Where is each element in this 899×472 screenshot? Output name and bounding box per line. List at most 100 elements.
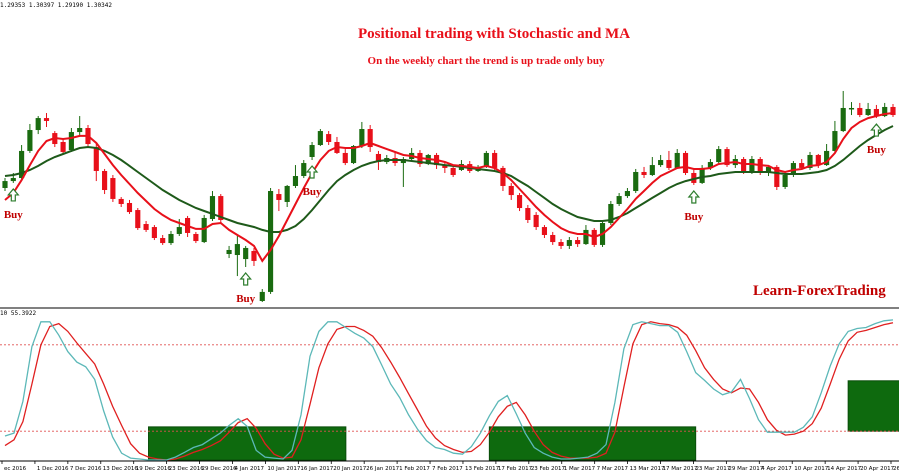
- candle-body: [873, 108, 879, 117]
- time-tick-label: 7 Mar 2017: [597, 466, 629, 472]
- buy-label: Buy: [684, 211, 703, 223]
- candle-body: [890, 106, 896, 116]
- candle: [118, 197, 124, 208]
- stochastic-panel: [0, 319, 899, 461]
- candle-body: [558, 242, 564, 246]
- buy-signals-layer: Buy Buy Buy Buy Buy: [4, 123, 886, 305]
- time-tick-label: 4 Jan 2017: [234, 466, 264, 472]
- time-tick-label: 4 Apr 2017: [761, 466, 792, 472]
- candle: [342, 149, 348, 166]
- time-tick-label: 13 Feb 2017: [465, 466, 500, 472]
- candle-body: [483, 152, 489, 167]
- candle: [575, 237, 581, 247]
- candle: [633, 168, 639, 194]
- time-tick-label: 7 Feb 2017: [432, 466, 463, 472]
- candle: [666, 150, 672, 170]
- time-tick-label: 29 Mar 2017: [728, 466, 763, 472]
- candle: [716, 146, 722, 165]
- candle: [624, 187, 631, 198]
- time-tick-label: 10 Apr 2017: [794, 466, 829, 472]
- candle-body: [724, 149, 730, 166]
- candle: [450, 165, 456, 178]
- candle-body: [143, 224, 149, 230]
- time-tick-label: 7 Dec 2016: [70, 466, 102, 472]
- candle: [276, 188, 282, 212]
- candle: [848, 102, 855, 116]
- candle: [682, 150, 689, 176]
- time-tick-label: 16 Jan 2017: [300, 466, 333, 472]
- candle: [143, 221, 149, 232]
- candle-body: [442, 165, 448, 168]
- time-tick-label: 26 Jan 2017: [366, 466, 399, 472]
- buy-label: Buy: [303, 186, 322, 198]
- candle-body: [326, 134, 332, 142]
- candle-body: [276, 194, 282, 200]
- ma-fast-line: [4, 112, 894, 263]
- candle-body: [35, 118, 41, 131]
- candle-body: [848, 107, 855, 110]
- candle: [218, 194, 224, 225]
- candle: [442, 162, 448, 173]
- candle-body: [840, 107, 846, 132]
- candle: [533, 212, 539, 230]
- candle-body: [741, 159, 747, 172]
- candle-body: [682, 152, 689, 173]
- candle: [840, 90, 846, 133]
- candle: [616, 193, 622, 207]
- price-info-text: 1.29353 1.30397 1.29190 1.30342: [0, 2, 112, 9]
- time-tick-label: 29 Dec 2016: [202, 466, 238, 472]
- candle: [516, 193, 523, 212]
- candle: [193, 231, 199, 244]
- price-panel: Buy Buy Buy Buy Buy: [2, 90, 896, 305]
- candle: [126, 199, 133, 214]
- candle-body: [799, 163, 805, 168]
- candle-body: [160, 238, 166, 244]
- candle-body: [575, 240, 581, 245]
- time-tick-label: 17 Mar 2017: [663, 466, 698, 472]
- candle-body: [566, 240, 572, 246]
- candle: [168, 230, 174, 245]
- up-arrow-icon: [305, 165, 319, 179]
- candle: [243, 245, 249, 267]
- time-tick-label: 20 Jan 2017: [333, 466, 366, 472]
- candle: [226, 245, 232, 259]
- candle: [566, 237, 572, 249]
- candle-body: [259, 291, 265, 302]
- candle: [658, 154, 664, 167]
- candle-body: [533, 214, 539, 228]
- candle-body: [666, 160, 672, 168]
- chart-title: Positional trading with Stochastic and M…: [358, 26, 630, 42]
- candle-body: [284, 185, 290, 202]
- candle: [35, 116, 41, 135]
- candle: [608, 200, 614, 226]
- candle-body: [765, 166, 772, 173]
- time-tick-label: ec 2016: [4, 466, 27, 472]
- candle: [102, 168, 108, 195]
- candle: [267, 187, 274, 294]
- candle-body: [60, 141, 66, 152]
- candle-body: [774, 166, 780, 187]
- candle-body: [749, 159, 755, 172]
- time-tick-label: 17 Feb 2017: [498, 466, 533, 472]
- candle-body: [857, 107, 863, 116]
- stoch-info-text: 10 55.3922: [0, 310, 37, 317]
- candle-body: [226, 249, 232, 255]
- candle: [27, 123, 33, 153]
- candle: [176, 218, 182, 236]
- time-tick-label: 1 Feb 2017: [399, 466, 430, 472]
- watermark-text: Learn-ForexTrading: [753, 283, 886, 299]
- moving-averages-layer: [4, 112, 894, 263]
- candle-body: [19, 150, 25, 179]
- candle: [110, 175, 116, 202]
- candle: [674, 149, 680, 169]
- candle-body: [102, 170, 108, 191]
- candle: [500, 165, 506, 192]
- candle-body: [624, 191, 631, 197]
- buy-signal: Buy: [867, 123, 886, 156]
- candle: [309, 141, 315, 161]
- candle: [326, 131, 332, 146]
- candle-body: [367, 129, 373, 148]
- time-tick-label: 26 Apr: [893, 466, 899, 472]
- up-arrow-icon: [7, 188, 20, 202]
- time-tick-label: 1 Mar 2017: [564, 466, 596, 472]
